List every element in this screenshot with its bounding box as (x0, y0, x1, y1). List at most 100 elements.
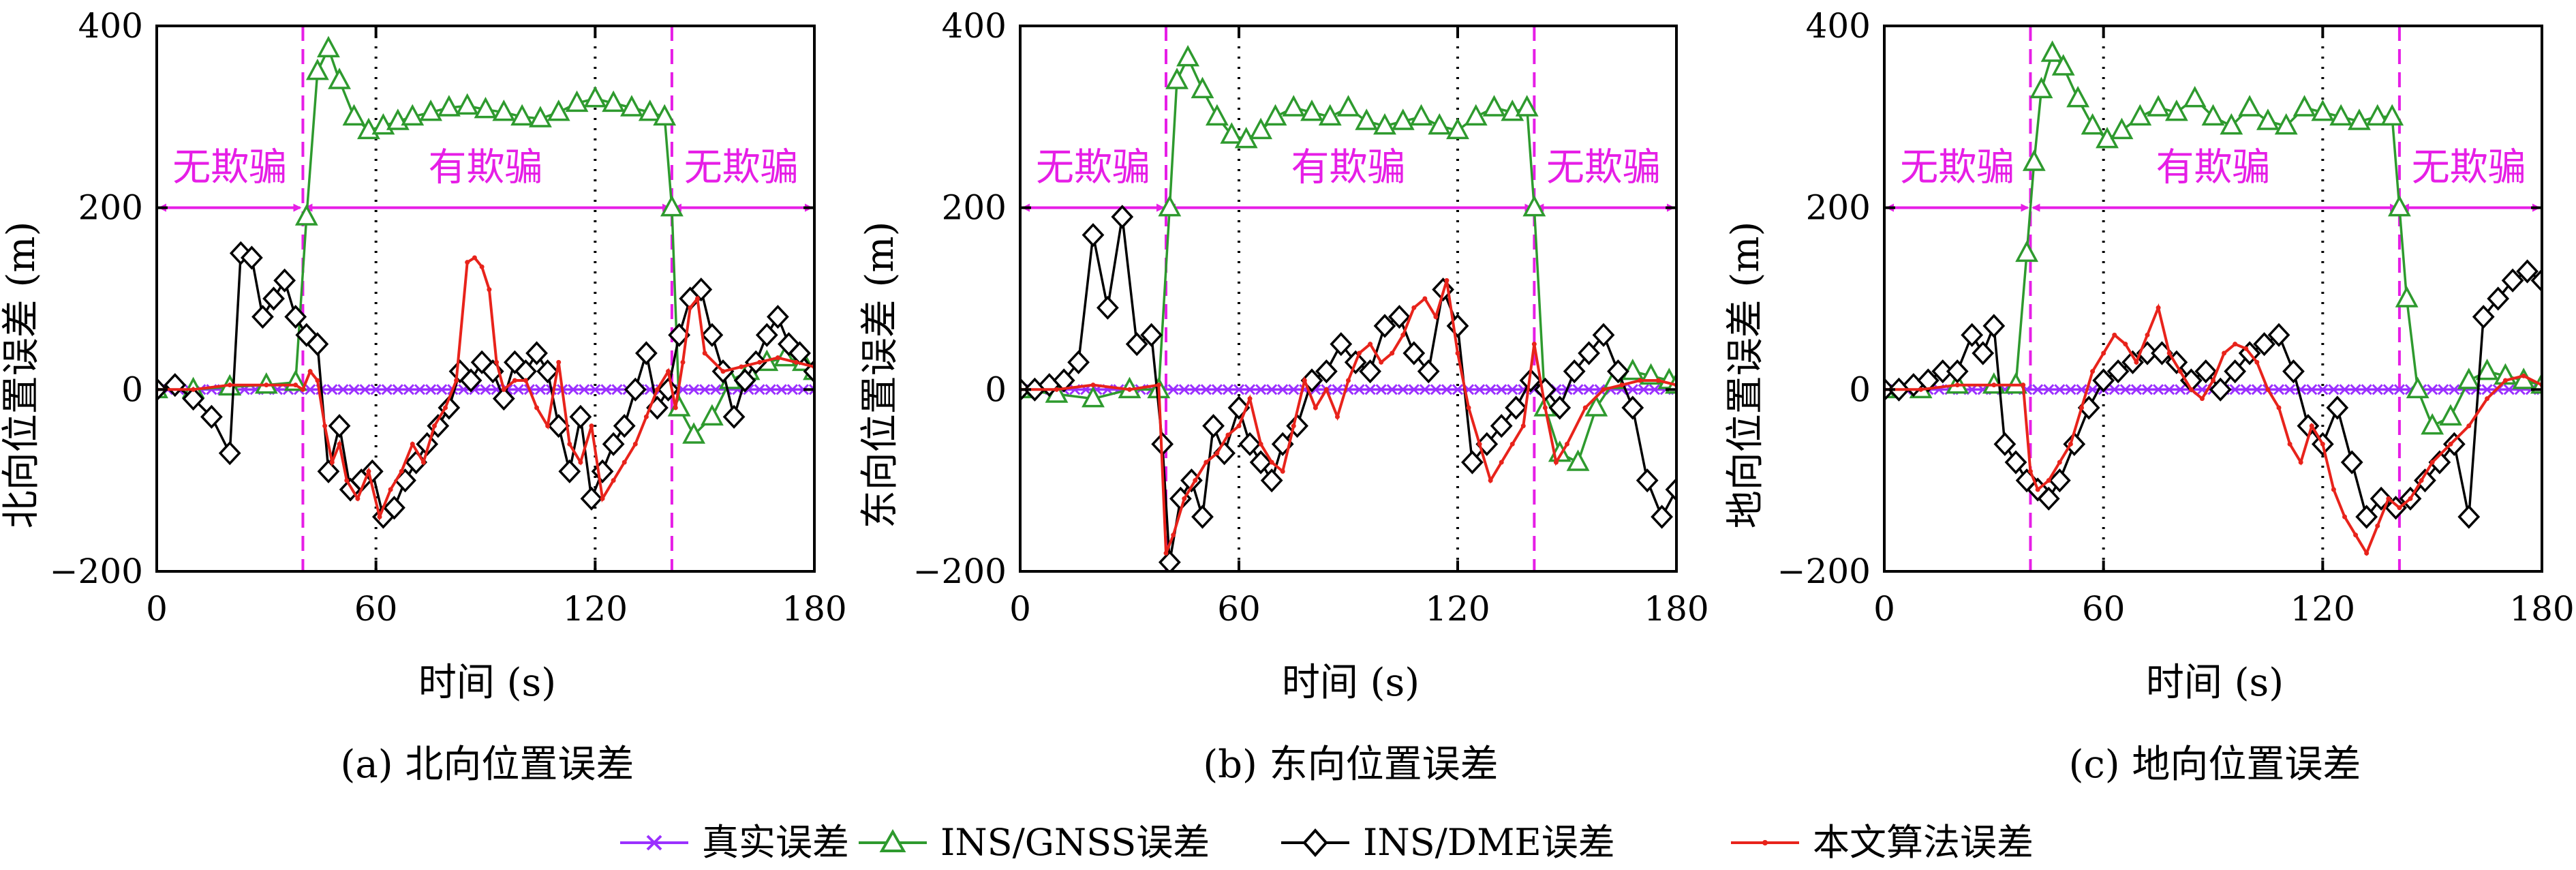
point-proposed-a-44 (680, 359, 686, 365)
point-proposed-b-27 (1400, 332, 1406, 338)
point-proposed-b-37 (1509, 441, 1515, 447)
point-proposed-a-16 (399, 468, 404, 474)
point-truth-c-32 (2229, 384, 2241, 395)
point-gnss-a-25 (620, 95, 643, 117)
point-dme-c-14 (2048, 468, 2071, 493)
series-line-proposed-a (157, 256, 814, 522)
ytick-label-c-3: 400 (1806, 6, 1871, 46)
point-dme-b-44 (1607, 359, 1629, 384)
point-truth-a-57 (776, 384, 787, 395)
point-gnss-b-6 (1165, 68, 1189, 89)
xtick-label-c-3: 180 (2509, 589, 2574, 629)
region-label-a-0: 无欺骗 (172, 146, 287, 190)
point-proposed-b-23 (1357, 350, 1362, 356)
point-gnss-c-28 (2380, 104, 2404, 126)
point-truth-a-18 (348, 384, 360, 395)
point-proposed-a-10 (337, 441, 342, 447)
point-proposed-b-40 (1542, 405, 1548, 410)
point-gnss-c-9 (2051, 54, 2075, 76)
point-gnss-c-32 (2421, 412, 2444, 435)
point-gnss-b-16 (1318, 104, 1342, 126)
point-gnss-c-29 (2387, 194, 2411, 217)
point-dme-a-26 (459, 368, 482, 393)
point-truth-b-56 (1627, 384, 1638, 395)
point-gnss-c-27 (2365, 104, 2389, 126)
point-dme-b-15 (1202, 414, 1225, 438)
point-dme-b-4 (1067, 350, 1090, 374)
point-dme-b-36 (1490, 414, 1513, 438)
point-proposed-a-27 (501, 387, 506, 392)
point-proposed-a-1 (191, 387, 196, 392)
point-gnss-a-14 (419, 99, 443, 121)
point-gnss-a-9 (342, 104, 366, 126)
point-proposed-c-30 (2298, 460, 2303, 465)
point-proposed-c-43 (2448, 441, 2453, 447)
point-truth-b-25 (1288, 384, 1300, 395)
point-gnss-b-9 (1205, 104, 1229, 126)
point-gnss-c-23 (2293, 95, 2316, 117)
point-truth-a-42 (611, 384, 623, 395)
point-dme-c-17 (2092, 368, 2115, 393)
legend-label-proposed: 本文算法误差 (1813, 821, 2034, 864)
point-gnss-b-31 (1566, 449, 1590, 471)
point-gnss-a-30 (682, 422, 706, 444)
point-truth-c-16 (2054, 384, 2066, 395)
point-proposed-a-6 (307, 369, 313, 374)
point-proposed-a-11 (344, 478, 350, 483)
point-dme-a-51 (733, 368, 756, 393)
point-truth-c-15 (2043, 384, 2055, 395)
region-label-a-1: 有欺骗 (429, 146, 543, 190)
point-proposed-a-17 (410, 441, 415, 447)
point-proposed-a-13 (366, 468, 371, 474)
point-dme-a-44 (657, 377, 679, 402)
point-truth-b-45 (1507, 384, 1518, 395)
xtick-label-c-1: 60 (2082, 589, 2126, 629)
point-truth-c-51 (2438, 384, 2449, 395)
point-dme-c-6 (1961, 322, 1984, 347)
point-truth-c-40 (2317, 384, 2329, 395)
point-gnss-a-21 (547, 99, 570, 121)
xlabel-b: 时间 (s) (1282, 661, 1420, 705)
point-truth-c-42 (2339, 384, 2350, 395)
point-truth-a-23 (403, 384, 414, 395)
point-truth-a-38 (568, 384, 579, 395)
point-proposed-a-12 (355, 496, 361, 501)
xtick-label-b-3: 180 (1644, 589, 1708, 629)
point-truth-b-57 (1638, 384, 1649, 395)
point-proposed-a-15 (388, 487, 393, 492)
point-gnss-a-17 (474, 96, 497, 119)
point-proposed-c-47 (2521, 373, 2526, 378)
point-truth-c-26 (2164, 384, 2175, 395)
point-proposed-b-36 (1499, 460, 1504, 465)
point-dme-a-34 (547, 414, 570, 438)
point-gnss-a-6 (305, 58, 329, 80)
point-proposed-b-15 (1269, 460, 1274, 465)
point-gnss-c-22 (2274, 112, 2298, 135)
point-dme-c-18 (2106, 359, 2130, 384)
point-dme-c-33 (2326, 395, 2349, 420)
point-gnss-b-35 (1639, 363, 1663, 385)
point-proposed-a-40 (643, 414, 649, 419)
point-gnss-b-18 (1355, 108, 1379, 130)
point-proposed-b-8 (1193, 478, 1198, 483)
point-proposed-c-26 (2254, 359, 2260, 365)
point-dme-a-9 (273, 268, 296, 292)
xtick-label-b-1: 60 (1217, 589, 1261, 629)
chart-panel-c: 地向位置误差 (m) 时间 (s) (c) 地向位置误差 无欺骗 有欺骗 无欺骗 0 6… (1723, 6, 2575, 787)
legend-marker-truth (646, 835, 662, 851)
ytick-label-b-3: 400 (942, 6, 1007, 46)
point-dme-b-34 (1461, 450, 1484, 475)
point-gnss-b-5 (1158, 194, 1182, 217)
point-proposed-c-5 (2027, 468, 2033, 474)
point-truth-a-55 (754, 384, 765, 395)
point-proposed-c-44 (2466, 423, 2472, 429)
point-dme-a-53 (755, 322, 778, 347)
point-gnss-c-17 (2183, 85, 2207, 108)
xtick-label-a-0: 0 (146, 589, 168, 629)
legend-label-dme: INS/DME误差 (1363, 821, 1615, 864)
point-proposed-c-7 (2046, 478, 2051, 483)
point-proposed-c-25 (2243, 346, 2249, 351)
point-proposed-b-11 (1225, 432, 1231, 438)
point-dme-a-54 (766, 305, 789, 329)
point-proposed-a-38 (622, 460, 627, 465)
